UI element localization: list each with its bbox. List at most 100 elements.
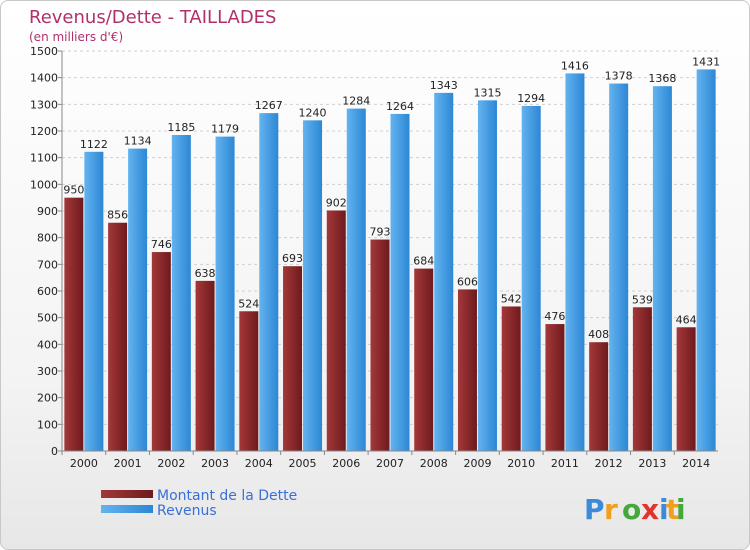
revenue-bar (171, 135, 191, 451)
debt-value-label: 539 (632, 293, 653, 306)
debt-value-label: 464 (676, 313, 697, 326)
revenue-bar (521, 105, 541, 451)
debt-value-label: 856 (107, 209, 128, 222)
y-axis-ticks: 0 100 200 300 400 500 600 700 800 900 1000 1100 1200… (30, 45, 62, 458)
y-tick-label: 400 (37, 338, 58, 351)
logo-letter: o (622, 493, 641, 526)
revenue-value-label: 1416 (561, 59, 589, 72)
revenue-value-label: 1240 (299, 106, 327, 119)
debt-bar (195, 280, 215, 451)
y-tick-label: 1200 (30, 125, 58, 138)
revenue-value-label: 1315 (473, 86, 501, 99)
legend: Montant de la Dette Revenus (101, 488, 297, 519)
revenue-value-label: 1267 (255, 99, 283, 112)
x-tick-label: 2014 (682, 457, 710, 470)
x-tick-label: 2009 (463, 457, 491, 470)
logo-letter: x (641, 493, 659, 526)
debt-bar (370, 239, 390, 451)
revenue-value-label: 1185 (167, 121, 195, 134)
revenue-value-label: 1134 (124, 135, 152, 148)
x-tick-label: 2003 (201, 457, 229, 470)
debt-bar (589, 342, 609, 451)
value-labels: 950 1122 856 1134 746 1185 638 1179 524 1267 693 12… (63, 55, 720, 341)
y-tick-label: 700 (37, 258, 58, 271)
debt-bar (108, 222, 128, 451)
x-tick-label: 2010 (507, 457, 535, 470)
legend-label-revenue: Revenus (157, 503, 217, 519)
revenue-bar (652, 86, 672, 451)
debt-value-label: 524 (238, 297, 259, 310)
legend-swatch-debt (101, 490, 153, 498)
debt-value-label: 793 (370, 226, 391, 239)
debt-bar (64, 197, 84, 451)
debt-value-label: 606 (457, 275, 478, 288)
y-tick-label: 300 (37, 365, 58, 378)
revenue-bar (434, 92, 454, 451)
debt-value-label: 684 (413, 255, 434, 268)
debt-value-label: 638 (195, 267, 216, 280)
x-tick-label: 2012 (595, 457, 623, 470)
revenue-value-label: 1179 (211, 123, 239, 136)
debt-value-label: 950 (63, 184, 84, 197)
revenue-bar (477, 100, 497, 451)
logo-letter: i (659, 493, 669, 526)
revenue-value-label: 1431 (692, 55, 720, 68)
x-tick-label: 2001 (114, 457, 142, 470)
debt-bar (326, 210, 346, 451)
revenue-bar (259, 113, 279, 451)
revenue-value-label: 1294 (517, 92, 545, 105)
revenue-bar (84, 151, 104, 452)
y-tick-label: 100 (37, 418, 58, 431)
axes (61, 51, 718, 452)
y-tick-label: 600 (37, 285, 58, 298)
revenue-bar (215, 136, 235, 451)
revenue-bar (128, 148, 148, 451)
debt-value-label: 542 (501, 292, 522, 305)
x-tick-label: 2005 (289, 457, 317, 470)
revenue-bar (609, 83, 629, 452)
x-tick-label: 2004 (245, 457, 273, 470)
y-tick-label: 1000 (30, 178, 58, 191)
y-tick-label: 0 (51, 445, 58, 458)
debt-bar (676, 327, 696, 451)
y-tick-label: 500 (37, 312, 58, 325)
logo-letter: i (676, 493, 686, 526)
revenue-bar (565, 73, 585, 452)
debt-bar (151, 252, 171, 451)
y-tick-label: 200 (37, 392, 58, 405)
revenue-bar (303, 120, 323, 451)
grid-lines (62, 50, 718, 452)
x-tick-label: 2000 (70, 457, 98, 470)
debt-value-label: 408 (588, 328, 609, 341)
revenue-value-label: 1264 (386, 100, 414, 113)
chart-subtitle: (en milliers d'€) (29, 30, 123, 44)
x-tick-label: 2002 (157, 457, 185, 470)
x-tick-label: 2006 (332, 457, 360, 470)
revenue-value-label: 1284 (342, 95, 370, 108)
revenue-value-label: 1378 (605, 70, 633, 83)
legend-swatch-revenue (101, 505, 153, 513)
revenue-value-label: 1368 (648, 72, 676, 85)
debt-bar (283, 266, 303, 451)
debt-bar (414, 268, 434, 451)
revenue-bar (390, 113, 410, 451)
debt-bar (632, 307, 652, 451)
debt-value-label: 902 (326, 196, 347, 209)
x-tick-label: 2011 (551, 457, 579, 470)
x-tick-label: 2008 (420, 457, 448, 470)
debt-bar (501, 306, 521, 451)
debt-bar (239, 311, 259, 451)
revenue-value-label: 1122 (80, 138, 108, 151)
bars (64, 69, 716, 452)
y-tick-label: 900 (37, 205, 58, 218)
revenue-value-label: 1343 (430, 79, 458, 92)
debt-bar (545, 324, 565, 451)
y-tick-label: 1400 (30, 72, 58, 85)
revenue-bar (346, 108, 366, 451)
y-tick-label: 1500 (30, 45, 58, 58)
logo-letter: t (666, 493, 679, 526)
revenue-bar (696, 69, 716, 452)
